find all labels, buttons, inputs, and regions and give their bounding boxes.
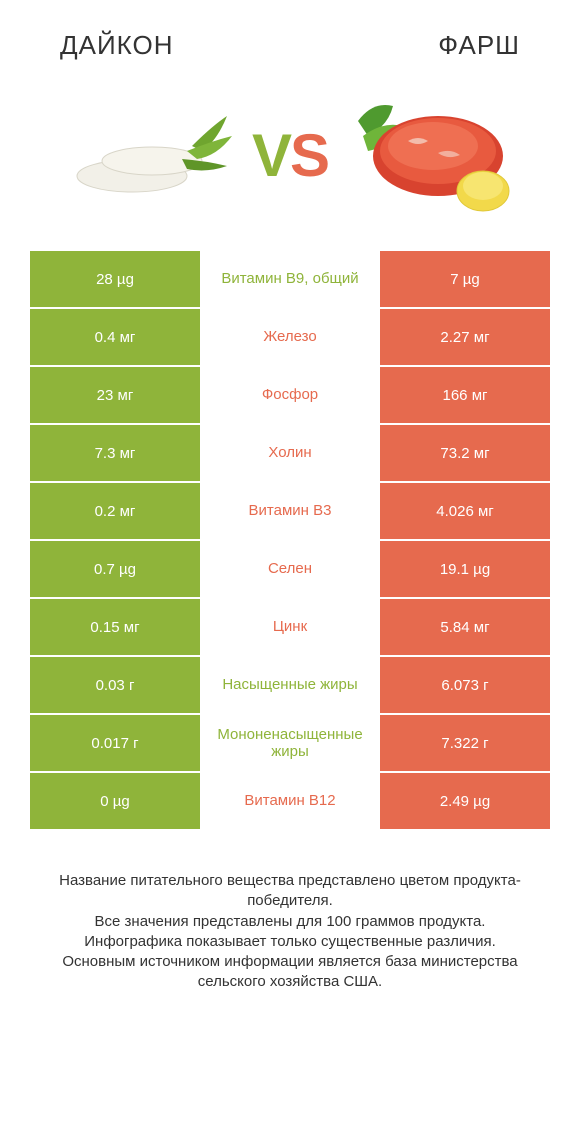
table-row: 0.03 гНасыщенные жиры6.073 г	[30, 657, 550, 713]
table-row: 0.4 мгЖелезо2.27 мг	[30, 309, 550, 365]
cell-left-value: 0 µg	[30, 773, 200, 829]
cell-right-value: 5.84 мг	[380, 599, 550, 655]
table-row: 7.3 мгХолин73.2 мг	[30, 425, 550, 481]
table-row: 0.2 мгВитамин B34.026 мг	[30, 483, 550, 539]
cell-left-value: 0.03 г	[30, 657, 200, 713]
footer-line: Название питательного вещества представл…	[30, 871, 550, 912]
hero: VS	[0, 71, 580, 251]
footer-line: Все значения представлены для 100 граммо…	[30, 912, 550, 932]
cell-left-value: 7.3 мг	[30, 425, 200, 481]
cell-left-value: 23 мг	[30, 367, 200, 423]
comparison-table: 28 µgВитамин B9, общий7 µg0.4 мгЖелезо2.…	[0, 251, 580, 829]
cell-right-value: 7 µg	[380, 251, 550, 307]
daikon-image	[62, 91, 242, 221]
title-right: ФАРШ	[438, 30, 520, 61]
cell-right-value: 166 мг	[380, 367, 550, 423]
cell-left-value: 0.4 мг	[30, 309, 200, 365]
vs-label: VS	[252, 126, 328, 186]
cell-nutrient-label: Витамин B9, общий	[200, 251, 380, 307]
vs-s: S	[290, 122, 328, 189]
table-row: 0 µgВитамин B122.49 µg	[30, 773, 550, 829]
cell-right-value: 2.27 мг	[380, 309, 550, 365]
cell-left-value: 0.15 мг	[30, 599, 200, 655]
cell-left-value: 0.017 г	[30, 715, 200, 771]
cell-left-value: 0.7 µg	[30, 541, 200, 597]
cell-nutrient-label: Холин	[200, 425, 380, 481]
table-row: 28 µgВитамин B9, общий7 µg	[30, 251, 550, 307]
vs-v: V	[252, 122, 290, 189]
cell-nutrient-label: Железо	[200, 309, 380, 365]
table-row: 23 мгФосфор166 мг	[30, 367, 550, 423]
cell-nutrient-label: Витамин B12	[200, 773, 380, 829]
cell-nutrient-label: Витамин B3	[200, 483, 380, 539]
cell-left-value: 28 µg	[30, 251, 200, 307]
cell-right-value: 73.2 мг	[380, 425, 550, 481]
footer-line: Основным источником информации является …	[30, 952, 550, 993]
cell-nutrient-label: Мононенасыщенные жиры	[200, 715, 380, 771]
footer-note: Название питательного вещества представл…	[0, 831, 580, 1013]
table-row: 0.15 мгЦинк5.84 мг	[30, 599, 550, 655]
cell-right-value: 7.322 г	[380, 715, 550, 771]
cell-right-value: 19.1 µg	[380, 541, 550, 597]
cell-nutrient-label: Фосфор	[200, 367, 380, 423]
cell-right-value: 4.026 мг	[380, 483, 550, 539]
footer-line: Инфографика показывает только существенн…	[30, 932, 550, 952]
meat-image	[338, 91, 518, 221]
title-left: ДАЙКОН	[60, 30, 174, 61]
cell-left-value: 0.2 мг	[30, 483, 200, 539]
table-row: 0.7 µgСелен19.1 µg	[30, 541, 550, 597]
table-row: 0.017 гМононенасыщенные жиры7.322 г	[30, 715, 550, 771]
cell-nutrient-label: Цинк	[200, 599, 380, 655]
cell-nutrient-label: Селен	[200, 541, 380, 597]
cell-right-value: 6.073 г	[380, 657, 550, 713]
cell-right-value: 2.49 µg	[380, 773, 550, 829]
header: ДАЙКОН ФАРШ	[0, 0, 580, 71]
cell-nutrient-label: Насыщенные жиры	[200, 657, 380, 713]
